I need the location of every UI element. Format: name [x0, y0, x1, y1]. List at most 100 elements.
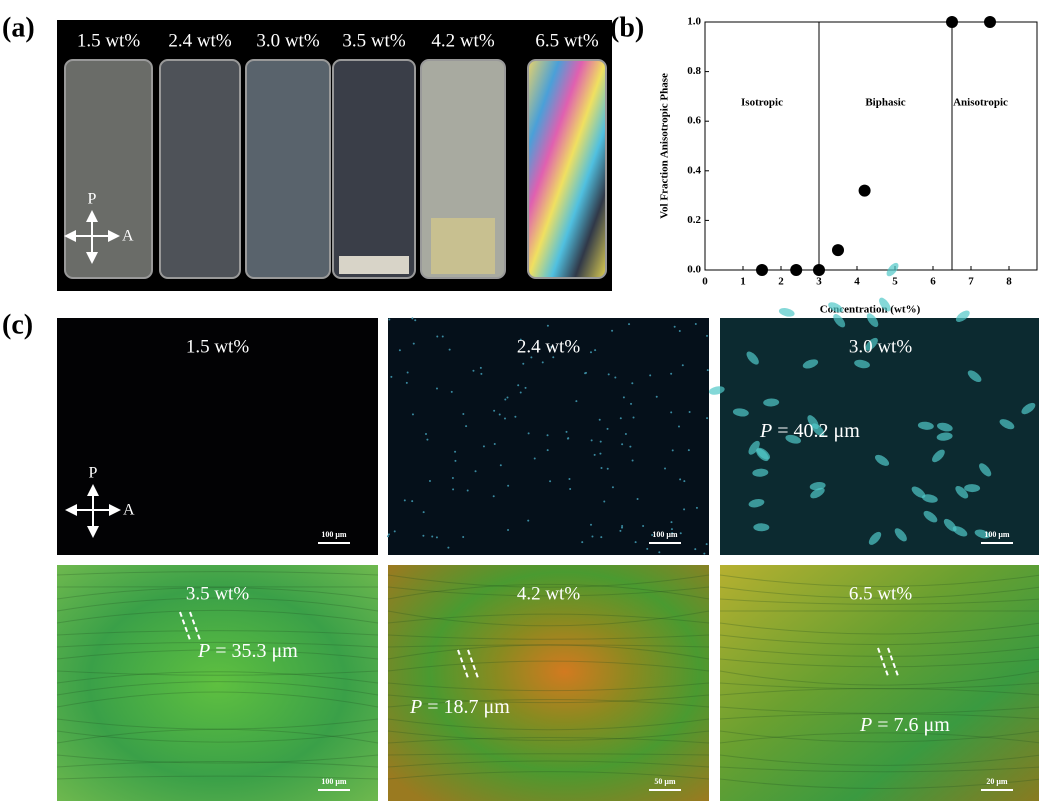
texture	[635, 541, 637, 543]
texture	[483, 445, 485, 447]
scale-bar-label: 100 μm	[652, 530, 678, 539]
texture	[642, 525, 644, 527]
texture	[507, 485, 509, 487]
texture	[431, 535, 433, 537]
texture	[683, 508, 685, 510]
data-point	[946, 16, 958, 28]
micrograph-title: 3.5 wt%	[186, 583, 250, 604]
pitch-value: = 40.2 μm	[777, 420, 860, 442]
texture	[520, 392, 522, 394]
y-tick-label: 0.0	[687, 264, 701, 276]
data-point	[756, 264, 768, 276]
texture	[411, 500, 413, 502]
pitch-symbol: P	[859, 714, 872, 736]
texture	[599, 419, 601, 421]
texture	[422, 535, 424, 537]
texture	[493, 410, 495, 412]
data-point	[984, 16, 996, 28]
texture	[500, 464, 502, 466]
texture	[494, 443, 496, 445]
scale-bar-label: 50 μm	[654, 777, 676, 786]
texture	[646, 548, 648, 550]
region-label: Biphasic	[865, 97, 905, 109]
texture	[452, 477, 454, 479]
texture	[507, 529, 509, 531]
texture	[599, 453, 601, 455]
texture	[454, 451, 456, 453]
texture	[649, 374, 651, 376]
texture	[683, 480, 685, 482]
texture	[695, 323, 697, 325]
texture	[628, 323, 630, 325]
figure: (a) 1.5 wt%2.4 wt%3.0 wt%3.5 wt%4.2 wt%6…	[0, 0, 1039, 801]
texture	[632, 459, 634, 461]
texture	[567, 437, 569, 439]
texture	[590, 351, 592, 353]
texture	[480, 367, 482, 369]
vial	[160, 60, 240, 278]
texture	[591, 439, 593, 441]
texture	[472, 370, 474, 372]
texture	[480, 373, 482, 375]
texture	[436, 335, 438, 337]
pitch-symbol: P	[409, 696, 422, 718]
texture	[590, 524, 592, 526]
texture	[527, 520, 529, 522]
texture	[414, 319, 416, 321]
texture	[703, 553, 705, 555]
scale-bar-label: 100 μm	[321, 777, 347, 786]
texture	[679, 330, 681, 332]
texture	[619, 530, 621, 532]
micrographs: 1.5 wt%100 μm2.4 wt%100 μm3.0 wt%100 μmP…	[57, 261, 1039, 801]
texture	[672, 449, 674, 451]
texture	[504, 399, 506, 401]
texture	[547, 325, 549, 327]
scale-bar-label: 20 μm	[986, 777, 1008, 786]
texture	[689, 411, 691, 413]
texture	[694, 548, 696, 550]
texture	[452, 488, 454, 490]
texture	[633, 416, 635, 418]
pitch-symbol: P	[197, 640, 210, 662]
texture	[387, 535, 389, 537]
texture	[451, 391, 453, 393]
texture	[504, 417, 506, 419]
y-axis-title: Vol Fraction Anisotropic Phase	[659, 73, 671, 219]
micrograph-title: 3.0 wt%	[849, 336, 913, 357]
texture	[778, 307, 795, 319]
texture	[674, 326, 676, 328]
texture	[601, 467, 603, 469]
polarizer-label: P	[88, 191, 97, 208]
texture	[528, 432, 530, 434]
texture	[390, 376, 392, 378]
texture	[404, 499, 406, 501]
texture	[621, 527, 623, 529]
texture	[664, 468, 666, 470]
texture	[608, 373, 610, 375]
sample-label: 1.5 wt%	[77, 30, 141, 51]
texture	[607, 428, 609, 430]
texture	[399, 349, 401, 351]
micrograph-title: 1.5 wt%	[186, 336, 250, 357]
texture	[436, 388, 438, 390]
texture	[475, 470, 477, 472]
texture	[688, 449, 690, 451]
texture	[436, 536, 438, 538]
texture	[575, 400, 577, 402]
texture	[594, 454, 596, 456]
texture	[591, 536, 593, 538]
texture	[706, 335, 708, 337]
y-tick-label: 0.2	[687, 214, 701, 226]
x-tick-label: 0	[702, 276, 708, 288]
x-tick-label: 3	[816, 276, 822, 288]
texture	[629, 446, 631, 448]
x-tick-label: 4	[854, 276, 860, 288]
texture	[429, 480, 431, 482]
texture	[625, 433, 627, 435]
texture	[631, 382, 633, 384]
texture	[581, 541, 583, 543]
texture	[612, 486, 614, 488]
texture	[680, 532, 682, 534]
x-tick-label: 1	[740, 276, 746, 288]
polarizer-label: P	[89, 465, 98, 482]
